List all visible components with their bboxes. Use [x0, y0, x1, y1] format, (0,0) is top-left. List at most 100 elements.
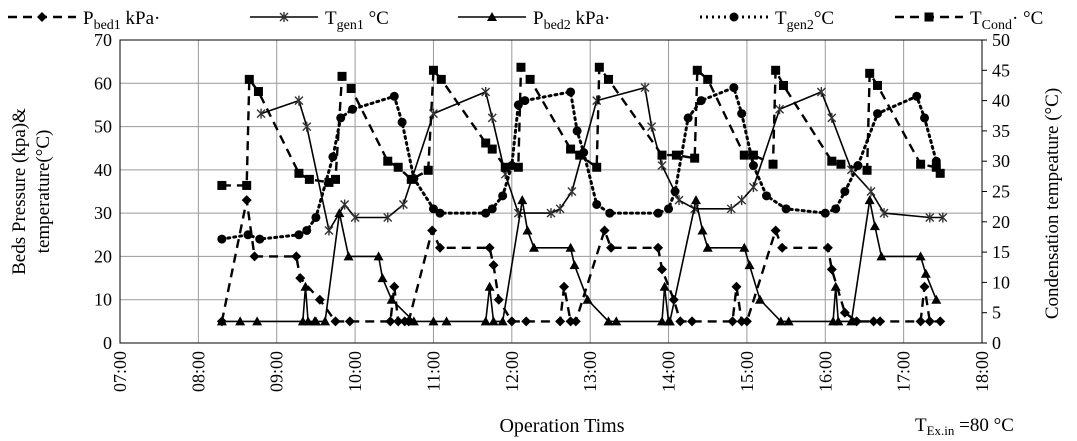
- data-point: [488, 260, 499, 271]
- data-point: [876, 251, 887, 261]
- data-point: [582, 294, 593, 304]
- series-square: [217, 62, 945, 190]
- data-point: [827, 156, 837, 166]
- data-point: [294, 230, 304, 240]
- data-point: [336, 113, 346, 123]
- data-point: [488, 316, 499, 326]
- legend-marker: [487, 12, 497, 21]
- legend-label: Pbed2 kPa·: [533, 8, 610, 33]
- x-tick-label: 08:00: [188, 351, 208, 392]
- data-point: [529, 242, 540, 252]
- data-point: [337, 71, 347, 81]
- data-point: [839, 307, 850, 318]
- legend-item: Pbed2 kPa·: [458, 8, 610, 33]
- data-point: [513, 162, 523, 172]
- legend-item: TCond· °C: [895, 8, 1043, 33]
- data-point: [244, 74, 254, 84]
- legend-marker: [279, 12, 289, 22]
- legend-item: Tgen1 °C: [250, 8, 389, 33]
- y2-tick-label: 15: [992, 242, 1010, 262]
- data-point: [373, 251, 384, 261]
- data-point: [291, 251, 302, 262]
- data-point: [340, 199, 350, 210]
- data-point: [343, 251, 354, 261]
- data-point: [674, 195, 684, 206]
- axes: 0 10 20 30 40 50 60 70 0 5 10 15 20 25 30 35 40 45 50 07:00…: [94, 30, 1010, 392]
- data-point: [822, 242, 833, 253]
- data-point: [304, 174, 314, 184]
- data-point: [664, 316, 675, 326]
- data-point: [920, 113, 930, 123]
- y-axis-label-line1: Beds Pressure (kpa)&: [9, 108, 30, 275]
- data-point: [736, 316, 747, 327]
- data-point: [920, 268, 931, 278]
- data-point: [294, 168, 304, 178]
- data-point: [517, 195, 528, 205]
- data-point: [640, 82, 650, 93]
- x-tick-label: 18:00: [972, 351, 992, 392]
- data-point: [256, 108, 266, 119]
- x-tick-label: 07:00: [110, 351, 130, 392]
- data-point: [647, 121, 657, 132]
- data-point: [311, 212, 321, 222]
- data-point: [521, 316, 532, 327]
- data-point: [249, 251, 260, 262]
- data-point: [389, 281, 400, 292]
- data-point: [833, 316, 844, 326]
- data-point: [314, 294, 325, 305]
- data-point: [739, 242, 750, 252]
- data-point: [441, 316, 452, 326]
- data-point: [783, 316, 794, 326]
- y2-tick-label: 40: [992, 91, 1010, 111]
- data-point: [703, 74, 713, 84]
- data-point: [303, 316, 314, 326]
- data-point: [242, 180, 252, 190]
- data-point: [864, 195, 875, 205]
- data-point: [653, 242, 664, 253]
- x-tick-label: 14:00: [659, 351, 679, 392]
- data-point: [827, 112, 837, 123]
- y-tick-label: 40: [94, 160, 112, 180]
- data-point: [383, 212, 393, 223]
- data-point: [748, 150, 758, 160]
- data-point: [484, 242, 495, 253]
- data-point: [919, 281, 930, 292]
- data-point: [731, 281, 742, 292]
- data-point: [657, 160, 667, 171]
- data-point: [931, 162, 941, 172]
- x-tick-label: 13:00: [580, 351, 600, 392]
- x-tick-label: 11:00: [423, 351, 443, 391]
- data-point: [603, 316, 614, 326]
- data-point: [671, 150, 681, 160]
- data-point: [935, 168, 945, 178]
- data-point: [692, 65, 702, 75]
- data-point: [770, 225, 781, 236]
- data-point: [840, 187, 850, 196]
- data-point: [915, 316, 926, 327]
- data-point: [347, 104, 357, 114]
- data-point: [480, 316, 491, 326]
- data-point: [670, 187, 680, 196]
- x-tick-label: 10:00: [345, 351, 365, 392]
- data-point: [389, 91, 399, 101]
- data-point: [664, 204, 674, 214]
- data-point: [924, 316, 935, 327]
- data-point: [295, 273, 306, 284]
- data-point: [831, 204, 841, 214]
- y2-axis-label: Condensation tempeature (°C): [1042, 88, 1063, 319]
- data-point: [594, 62, 604, 72]
- data-point: [565, 316, 576, 327]
- data-point: [873, 80, 883, 90]
- data-point: [344, 316, 355, 327]
- data-point: [320, 316, 331, 326]
- data-point: [569, 260, 580, 270]
- legend-label: TCond· °C: [970, 8, 1043, 33]
- x-tick-label: 12:00: [502, 351, 522, 392]
- data-point: [675, 316, 686, 327]
- x-tick-label: 16:00: [815, 351, 835, 392]
- y-tick-label: 0: [103, 333, 112, 353]
- data-point: [481, 208, 491, 218]
- y-tick-label: 10: [94, 290, 112, 310]
- data-point: [481, 86, 491, 97]
- legend: Pbed1 kPa· Tgen1 °C Pbed2 kPa· Tgen2°C TCond…: [8, 8, 1043, 33]
